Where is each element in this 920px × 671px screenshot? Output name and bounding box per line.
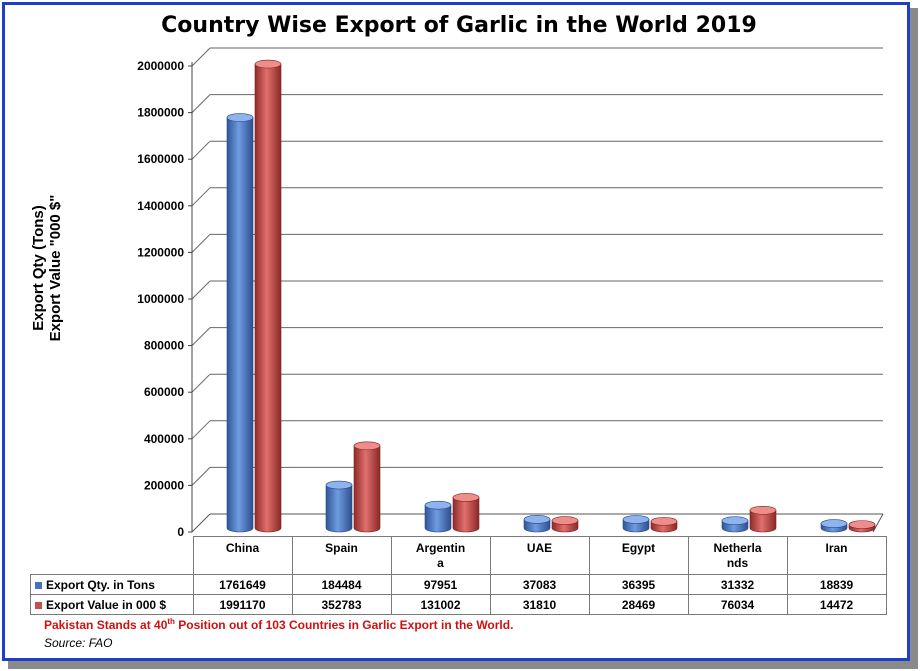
bar-body [353,445,381,533]
bar-top [848,520,876,529]
gridline-diag [191,327,211,346]
y-tick-label: 1800000 [137,106,184,120]
bar-top [650,517,678,526]
y-tick-label: 800000 [144,339,184,353]
table-value: 31332 [687,574,788,595]
bar-top [226,113,254,122]
bar-body [325,484,353,533]
bar-top [622,515,650,524]
bar-top [325,480,353,490]
bar-qty-3 [523,515,551,533]
category-label: Argentin a [390,536,491,575]
data-table: China Spain Argentin a UAE Egypt Netherla nds Ir… [30,536,887,615]
bar-top [749,505,777,515]
series-value-name: Export Value in 000 $ [46,597,167,612]
source-note: Source: FAO [44,636,113,650]
bar-top [424,500,452,510]
bar-value-3 [551,516,579,533]
series-qty-name: Export Qty. in Tons [46,577,155,592]
bar-body [749,509,777,533]
bar-value-0 [254,59,282,533]
bar-qty-0 [226,113,254,533]
bar-value-6 [848,520,876,533]
bar-top [353,441,381,451]
gridline-diag [191,47,211,67]
bar-body [226,117,254,533]
gridline-diag [191,467,211,486]
y-tick-label: 1000000 [137,292,184,306]
bar-top [452,493,480,502]
category-label: Netherla nds [687,536,788,575]
y-tick-label: 600000 [144,385,184,399]
bar-top [523,515,551,524]
bar-top [551,516,579,525]
y-tick-label: 0 [177,525,184,539]
gridline-diag [191,420,211,440]
y-tick-label: 1200000 [137,245,184,259]
gridline-diag [191,373,211,393]
category-label: Egypt [588,536,689,575]
category-label: Spain [291,536,392,575]
footnote: Pakistan Stands at 40th Position out of … [44,617,514,632]
legend-swatch-qty [35,581,42,589]
series-qty-header: Export Qty. in Tons [30,574,194,595]
bar-value-5 [749,505,777,533]
bar-value-1 [353,441,381,533]
table-value: 184484 [291,574,392,595]
table-value: 37083 [489,574,590,595]
category-label: Iran [786,536,887,575]
category-label: UAE [489,536,590,575]
series-row-qty: Export Qty. in Tons 1761649 184484 97951 37… [30,574,887,595]
y-tick-layer: 0 200000 400000 600000 800000 1000000 1200000 1… [137,59,184,539]
table-value: 36395 [588,574,689,595]
table-value: 97951 [390,574,491,595]
bar-top [820,519,848,528]
gridline-diag [191,94,211,113]
grid-layer [188,47,884,533]
bar-qty-6 [820,519,848,533]
bar-body [254,63,282,533]
bar-layer [226,59,876,533]
gridline-diag [191,187,211,207]
table-value: 18839 [786,574,887,595]
y-tick-label: 200000 [144,478,184,492]
category-row: China Spain Argentin a UAE Egypt Netherla nds Ir… [30,536,887,575]
table-corner [30,536,194,575]
y-tick-label: 400000 [144,432,184,446]
legend-swatch-value [35,601,42,609]
table-value: 1991170 [192,594,293,615]
bar-value-2 [452,493,480,533]
table-value: 28469 [588,594,689,615]
gridline-diag [191,140,211,160]
series-row-value: Export Value in 000 $ 1991170 352783 13100… [30,594,887,615]
table-value: 1761649 [192,574,293,595]
bar-top [254,59,282,69]
bar-qty-2 [424,500,452,533]
y-tick-label: 2000000 [137,59,184,73]
table-value: 352783 [291,594,392,615]
category-label: China [192,536,293,575]
table-value: 14472 [786,594,887,615]
table-value: 76034 [687,594,788,615]
y-tick-label: 1400000 [137,199,184,213]
bar-qty-5 [721,516,749,533]
table-value: 31810 [489,594,590,615]
floor-edge [191,513,211,533]
series-value-header: Export Value in 000 $ [30,594,194,615]
y-tick-label: 1600000 [137,152,184,166]
bar-qty-4 [622,515,650,533]
bar-body [452,497,480,533]
table-value: 131002 [390,594,491,615]
bar-value-4 [650,517,678,533]
chart-title: Country Wise Export of Garlic in the Wor… [161,13,757,38]
bar-body [424,504,452,533]
bar-qty-1 [325,480,353,533]
bar-top [721,516,749,525]
gridline-diag [191,280,211,300]
gridline-diag [191,234,211,253]
